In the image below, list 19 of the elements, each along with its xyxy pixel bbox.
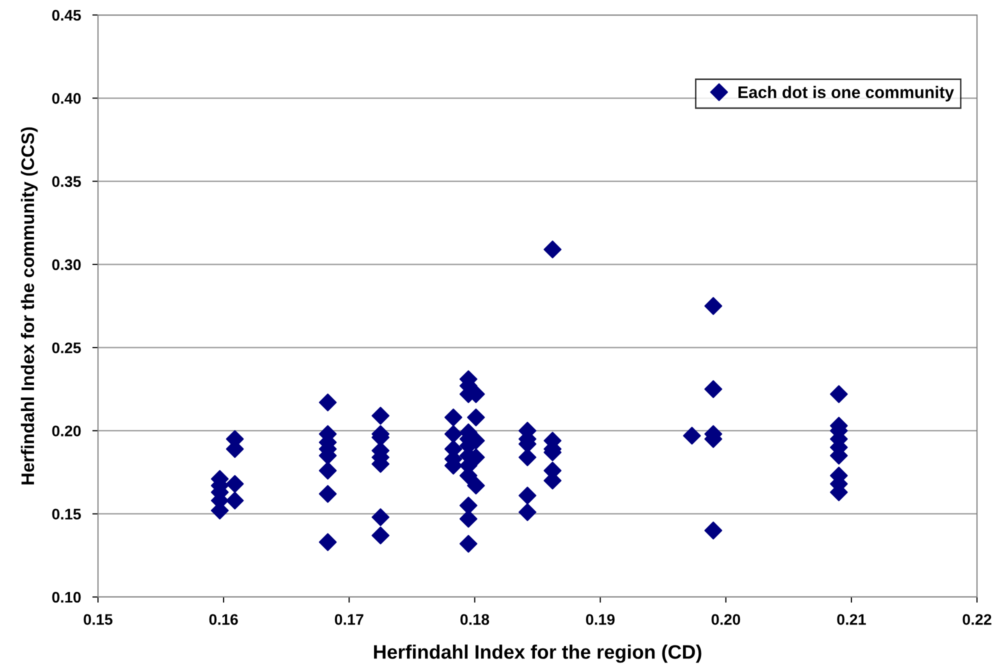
y-tick-label: 0.30 [52, 259, 81, 270]
legend-label: Each dot is one community [738, 86, 954, 102]
x-tick-label: 0.22 [962, 614, 992, 625]
y-tick-label: 0.35 [52, 176, 81, 187]
y-tick-label: 0.25 [52, 342, 81, 354]
x-tick-label: 0.21 [837, 614, 866, 625]
x-tick-label: 0.18 [460, 614, 490, 625]
y-tick-label: 0.15 [52, 508, 81, 520]
x-tick-label: 0.20 [712, 614, 740, 625]
y-tick-label: 0.20 [52, 426, 81, 436]
x-tick-label: 0.15 [84, 614, 112, 625]
y-axis-title: Herfindahl Index for the community (CCS) [20, 127, 38, 484]
x-tick-label: 0.16 [209, 614, 238, 625]
x-axis-title: Herfindahl Index for the region (CD) [374, 644, 702, 663]
x-tick-label: 0.19 [586, 614, 615, 625]
x-tick-label: 0.17 [334, 614, 364, 625]
y-tick-label: 0.45 [52, 10, 81, 21]
y-tick-label: 0.10 [52, 592, 81, 603]
y-tick-label: 0.40 [52, 93, 81, 104]
